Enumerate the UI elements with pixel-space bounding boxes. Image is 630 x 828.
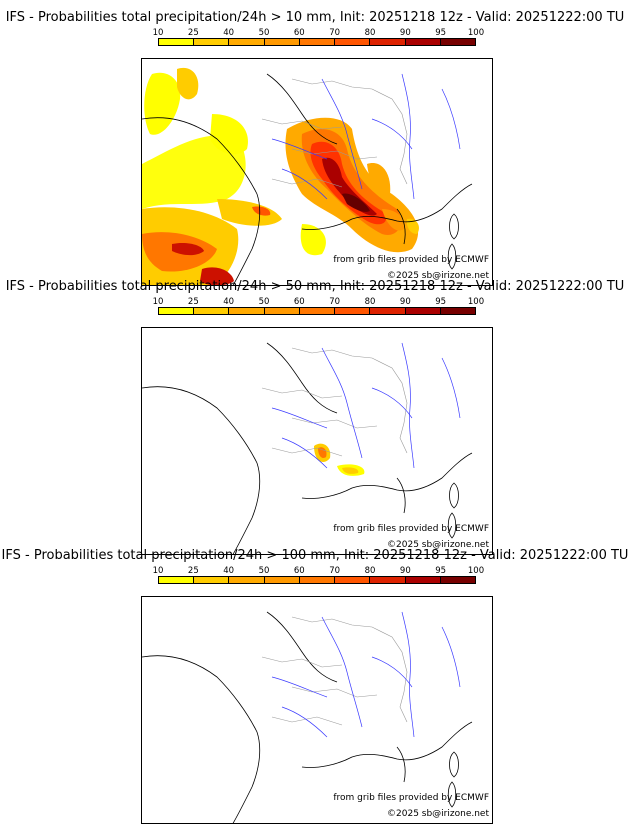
colorbar-tick: 70 [329,566,341,576]
colorbar-tick: 60 [293,566,305,576]
panel-title: IFS - Probabilities total precipitation/… [5,10,625,25]
source-note: from grib files provided by ECMWF [333,524,489,534]
panel-10mm: IFS - Probabilities total precipitation/… [0,10,630,286]
colorbar-ticks: 10 25 40 50 60 70 80 90 95 100 [153,297,485,307]
colorbar-tick: 50 [258,28,270,38]
colorbar-strip [158,38,476,46]
coastlines [142,342,473,554]
copyright-note: ©2025 sb@irizone.net [387,271,489,281]
colorbar-segment [264,39,300,45]
colorbar-tick: 10 [152,28,164,38]
colorbar-segment [370,39,406,45]
colorbar-segment [194,308,230,314]
colorbar-segment [194,39,230,45]
precip-field [142,67,419,285]
colorbar-segment [299,308,336,314]
colorbar-segment [229,577,265,583]
borders [261,347,408,457]
map-svg [142,342,473,554]
colorbar-tick: 80 [364,566,376,576]
colorbar-tick: 90 [399,566,411,576]
precip-field [314,443,365,476]
colorbar-segment [229,39,265,45]
map-svg [142,67,473,285]
colorbar-segment [370,308,406,314]
colorbar-segment [194,577,230,583]
colorbar-segment [229,308,265,314]
panel-100mm: IFS - Probabilities total precipitation/… [0,548,630,824]
colorbar-segment [335,308,371,314]
colorbar-segment [299,577,336,583]
colorbar-segment [299,39,336,45]
colorbar-tick: 50 [258,566,270,576]
colorbar-segment [264,577,300,583]
colorbar-tick: 60 [293,28,305,38]
colorbar-tick: 50 [258,297,270,307]
colorbar-segment [440,577,475,583]
colorbar-tick: 25 [187,297,199,307]
map-svg [142,611,473,823]
colorbar-segment [159,39,195,45]
map-frame: from grib files provided by ECMWF ©2025 … [141,327,493,555]
panel-50mm: IFS - Probabilities total precipitation/… [0,279,630,555]
map-frame: from grib files provided by ECMWF ©2025 … [141,596,493,824]
colorbar-segment [159,308,195,314]
source-note: from grib files provided by ECMWF [333,255,489,265]
colorbar-segment [159,577,195,583]
colorbar-segment [440,39,475,45]
colorbar-tick: 40 [223,297,235,307]
colorbar-segment [335,577,371,583]
colorbar-ticks: 10 25 40 50 60 70 80 90 95 100 [153,566,485,576]
colorbar-tick: 25 [187,566,199,576]
coastlines [142,73,473,285]
colorbar-tick: 100 [467,28,485,38]
colorbar-tick: 95 [435,28,447,38]
colorbar-ticks: 10 25 40 50 60 70 80 90 95 100 [153,28,485,38]
rivers [271,73,461,200]
colorbar-segment [405,39,441,45]
borders [261,616,408,726]
map-frame: from grib files provided by ECMWF ©2025 … [141,58,493,286]
colorbar-segment [440,308,475,314]
colorbar-tick: 100 [467,566,485,576]
colorbar-segment [405,308,441,314]
colorbar: 10 25 40 50 60 70 80 90 95 100 [153,566,485,592]
colorbar-segment [264,308,300,314]
colorbar-tick: 90 [399,28,411,38]
colorbar-tick: 100 [467,297,485,307]
colorbar-tick: 90 [399,297,411,307]
colorbar-tick: 95 [435,297,447,307]
colorbar-strip [158,307,476,315]
colorbar-tick: 40 [223,28,235,38]
colorbar-tick: 10 [152,297,164,307]
colorbar-tick: 10 [152,566,164,576]
colorbar-strip [158,576,476,584]
copyright-note: ©2025 sb@irizone.net [387,540,489,550]
colorbar-tick: 60 [293,297,305,307]
colorbar: 10 25 40 50 60 70 80 90 95 100 [153,297,485,323]
colorbar-tick: 80 [364,28,376,38]
colorbar-tick: 70 [329,297,341,307]
copyright-note: ©2025 sb@irizone.net [387,809,489,819]
colorbar-segment [405,577,441,583]
coastlines [142,611,473,823]
rivers [271,342,461,469]
colorbar-tick: 25 [187,28,199,38]
panel-title: IFS - Probabilities total precipitation/… [5,279,625,294]
colorbar: 10 25 40 50 60 70 80 90 95 100 [153,28,485,54]
colorbar-tick: 40 [223,566,235,576]
panel-title: IFS - Probabilities total precipitation/… [1,548,629,563]
source-note: from grib files provided by ECMWF [333,793,489,803]
rivers [271,611,461,738]
colorbar-tick: 95 [435,566,447,576]
colorbar-segment [335,39,371,45]
borders [261,78,408,188]
colorbar-tick: 80 [364,297,376,307]
colorbar-tick: 70 [329,28,341,38]
colorbar-segment [370,577,406,583]
